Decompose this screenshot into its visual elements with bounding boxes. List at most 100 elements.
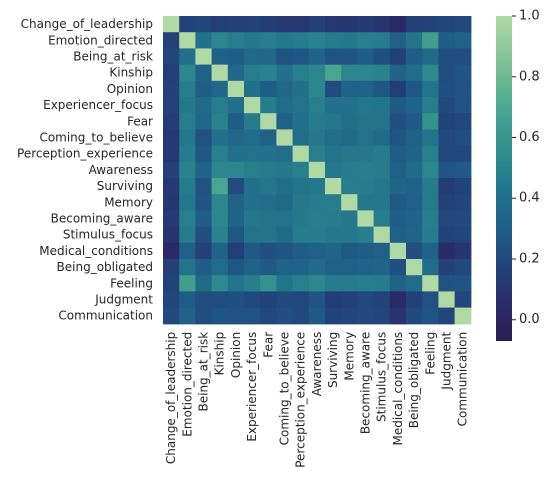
heatmap-cell xyxy=(211,16,229,33)
heatmap-cell xyxy=(389,32,407,49)
heatmap-cell xyxy=(357,194,375,211)
heatmap-cell xyxy=(179,242,196,260)
heatmap-cell xyxy=(244,32,261,49)
heatmap-cell xyxy=(195,64,213,82)
heatmap-cell xyxy=(227,97,245,114)
heatmap-cell xyxy=(373,64,391,82)
colorbar-tick-label: 0.8 xyxy=(519,69,540,84)
heatmap-cell xyxy=(308,48,326,66)
heatmap-cell xyxy=(389,307,407,325)
y-tick-label: Medical_conditions xyxy=(39,244,153,258)
heatmap-cell xyxy=(325,275,342,292)
heatmap-cell xyxy=(276,48,294,66)
heatmap-cell xyxy=(325,145,342,163)
heatmap-cell xyxy=(454,113,472,130)
heatmap-cell xyxy=(244,80,261,98)
heatmap-cell xyxy=(438,64,456,82)
heatmap-cell xyxy=(373,145,391,163)
heatmap-cell xyxy=(438,194,456,211)
heatmap-cell xyxy=(341,113,358,130)
heatmap-cell xyxy=(422,16,439,33)
heatmap-cell xyxy=(195,16,213,33)
y-tick-label: Surviving xyxy=(97,179,153,193)
heatmap-cell xyxy=(292,259,310,276)
heatmap-cell xyxy=(260,32,277,49)
heatmap-cell xyxy=(244,113,261,130)
heatmap-cell xyxy=(227,275,245,292)
heatmap-cell xyxy=(406,291,423,309)
heatmap-cell xyxy=(276,64,294,82)
heatmap-cell xyxy=(195,48,213,66)
heatmap-cell xyxy=(406,226,423,244)
heatmap-cell xyxy=(276,97,294,114)
heatmap-cell xyxy=(195,226,213,244)
heatmap-cell xyxy=(276,226,294,244)
colorbar-ticks: 0.0 0.2 0.4 0.6 0.8 1.0 xyxy=(512,9,540,327)
heatmap-cell xyxy=(406,259,423,276)
heatmap-cell xyxy=(406,16,423,33)
heatmap-cell xyxy=(406,80,423,98)
heatmap-cell xyxy=(276,194,294,211)
y-tick-label: Communication xyxy=(58,309,153,323)
heatmap-cell xyxy=(341,307,358,325)
heatmap-cell xyxy=(325,113,342,130)
heatmap-cell xyxy=(163,242,180,260)
x-tick-label: Communication xyxy=(456,332,470,427)
y-tick-label: Coming_to_believe xyxy=(39,131,153,145)
heatmap-cell xyxy=(422,113,439,130)
heatmap-cell xyxy=(357,307,375,325)
heatmap-cell xyxy=(308,275,326,292)
heatmap-cell xyxy=(357,226,375,244)
y-tick-label: Judgment xyxy=(94,293,153,307)
heatmap-cell xyxy=(163,275,180,292)
heatmap-cell xyxy=(325,32,342,49)
heatmap-cell xyxy=(422,97,439,114)
heatmap-cell xyxy=(406,275,423,292)
heatmap-cell xyxy=(373,161,391,179)
heatmap-cell xyxy=(357,145,375,163)
heatmap-cell xyxy=(406,32,423,49)
heatmap-cell xyxy=(260,48,277,66)
heatmap-cell xyxy=(373,97,391,114)
heatmap-cell xyxy=(438,226,456,244)
heatmap-cell xyxy=(454,226,472,244)
heatmap-cell xyxy=(244,178,261,195)
heatmap-cell xyxy=(438,80,456,98)
colorbar xyxy=(496,16,512,341)
heatmap-cell xyxy=(195,275,213,292)
heatmap-cell xyxy=(325,307,342,325)
heatmap-cell xyxy=(211,113,229,130)
heatmap-cell xyxy=(211,161,229,179)
heatmap-cell xyxy=(179,161,196,179)
heatmap-cell xyxy=(292,242,310,260)
heatmap-cell xyxy=(406,64,423,82)
heatmap-cell xyxy=(276,259,294,276)
heatmap-cell xyxy=(211,64,229,82)
heatmap-cell xyxy=(454,178,472,195)
heatmap-cell xyxy=(325,48,342,66)
heatmap-cell xyxy=(195,307,213,325)
heatmap-cell xyxy=(373,48,391,66)
heatmap-cell xyxy=(308,259,326,276)
heatmap-cell xyxy=(422,259,439,276)
heatmap-cell xyxy=(357,32,375,49)
y-tick-label: Stimulus_focus xyxy=(63,228,153,242)
heatmap-cell xyxy=(260,226,277,244)
heatmap-cell xyxy=(454,307,472,325)
heatmap-cell xyxy=(308,291,326,309)
heatmap-cell xyxy=(357,178,375,195)
heatmap-cell xyxy=(227,16,245,33)
x-tick-label: Coming_to_believe xyxy=(278,332,292,446)
y-tick-label: Feeling xyxy=(110,276,153,290)
heatmap-cell xyxy=(325,178,342,195)
heatmap-cell xyxy=(308,307,326,325)
heatmap-cell xyxy=(454,80,472,98)
colorbar-tick-label: 0.4 xyxy=(519,191,540,206)
x-tick-label: Becoming_aware xyxy=(359,332,373,434)
heatmap-cell xyxy=(325,80,342,98)
heatmap-cell xyxy=(341,259,358,276)
heatmap-cell xyxy=(227,226,245,244)
heatmap-cell xyxy=(260,16,277,33)
heatmap-cell xyxy=(244,210,261,228)
heatmap-cell xyxy=(195,259,213,276)
